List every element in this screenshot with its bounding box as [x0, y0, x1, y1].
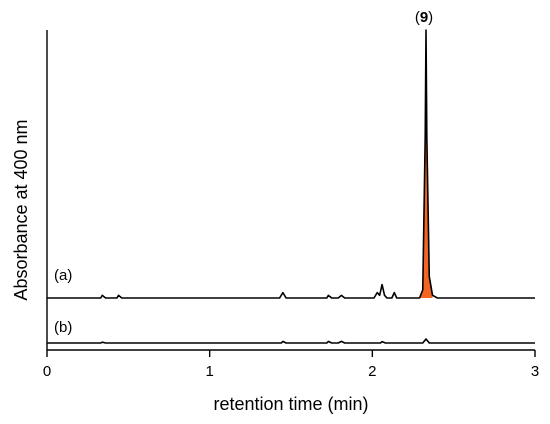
x-tick-label: 3 [531, 363, 539, 380]
traces [47, 29, 535, 344]
x-tick-label: 1 [205, 363, 213, 380]
labels: retention time (min) Absorbance at 400 nm… [11, 9, 433, 414]
series-label-a: (a) [54, 267, 72, 284]
peak-highlight-fill [419, 30, 433, 298]
series-label-b: (b) [54, 319, 72, 336]
x-tick-label: 2 [368, 363, 376, 380]
trace-a [47, 29, 535, 299]
y-axis-label: Absorbance at 400 nm [11, 119, 31, 300]
trace-b [47, 338, 535, 344]
x-axis-label: retention time (min) [213, 394, 368, 414]
x-tick-label: 0 [43, 363, 51, 380]
peak-annotation: (9) [415, 9, 433, 26]
axes: 0 1 2 3 [43, 30, 539, 380]
